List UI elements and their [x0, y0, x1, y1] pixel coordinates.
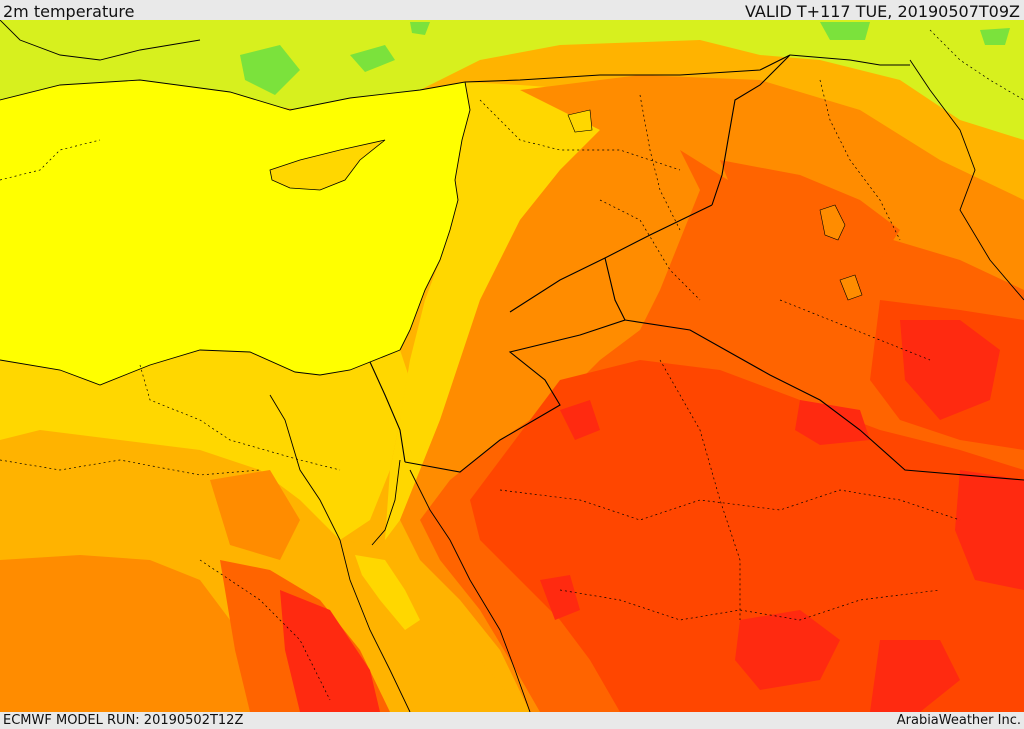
cyprus-island: [269, 139, 386, 191]
header-bar: 2m temperature VALID T+117 TUE, 20190507…: [0, 0, 1024, 21]
lake-assad: [567, 109, 593, 133]
temp-zone-gold: [0, 350, 410, 540]
lake-razzaza: [839, 274, 863, 301]
temp-zone-red: [955, 470, 1024, 590]
coastlines: [0, 20, 1024, 712]
temp-zone-orange: [0, 555, 270, 712]
lake-tharthar: [819, 204, 846, 241]
footer-bar: ECMWF MODEL RUN: 20190502T12Z ArabiaWeat…: [0, 712, 1024, 729]
credit-label: ArabiaWeather Inc.: [896, 713, 1021, 728]
temp-zone-red: [540, 575, 580, 620]
model-run-label: ECMWF MODEL RUN: 20190502T12Z: [3, 713, 244, 728]
temp-zone-red: [735, 610, 840, 690]
temp-zone-green: [240, 45, 300, 95]
temp-zone-red: [280, 590, 380, 712]
red-sea-inner: [355, 555, 420, 630]
temp-zone-gold: [385, 82, 640, 540]
country-borders: [369, 54, 1024, 481]
admin-boundaries: [0, 29, 1024, 701]
temp-zone-green: [350, 45, 395, 72]
temp-zone-sea: [0, 80, 470, 385]
temp-zone-red: [560, 400, 600, 440]
temp-zone-green: [980, 28, 1010, 45]
temp-zone-red: [795, 400, 870, 445]
temp-zone-red: [870, 640, 960, 712]
temp-zone-red-orange: [470, 360, 1024, 712]
temp-zone-dark-orange: [720, 160, 900, 260]
temp-zone-north: [0, 20, 1024, 140]
map-title: 2m temperature: [3, 2, 135, 21]
temp-zone-red: [900, 320, 1000, 420]
valid-time-label: VALID T+117 TUE, 20190507T09Z: [744, 2, 1020, 21]
temp-zone-orange: [210, 470, 300, 560]
temp-zone-green: [820, 22, 870, 40]
temperature-map[interactable]: [0, 20, 1024, 712]
temp-zone-green: [410, 22, 430, 35]
